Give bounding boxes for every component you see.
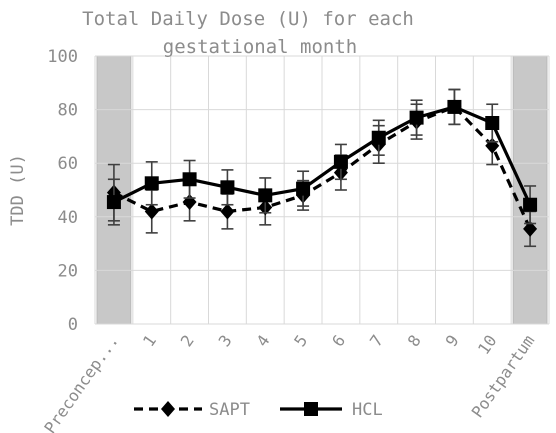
data-point-hcl-6 bbox=[333, 154, 348, 169]
data-point-hcl-10 bbox=[485, 116, 500, 130]
x-tick-label-7: 7 bbox=[366, 331, 387, 350]
data-point-hcl-7 bbox=[371, 130, 386, 145]
data-point-hcl-5 bbox=[296, 181, 311, 196]
legend-marker-hcl bbox=[304, 402, 318, 416]
legend-marker-sapt bbox=[161, 401, 175, 417]
data-point-hcl-9 bbox=[447, 99, 462, 114]
x-tick-label-6: 6 bbox=[328, 331, 349, 350]
chart-title-line-2: gestational month bbox=[163, 36, 357, 58]
x-tick-label-9: 9 bbox=[442, 331, 463, 350]
x-tick-label-0: Preconcep... bbox=[40, 331, 122, 433]
y-tick-label-5: 100 bbox=[47, 47, 78, 67]
x-tick-label-3: 3 bbox=[215, 331, 236, 350]
x-tick-label-4: 4 bbox=[252, 331, 273, 350]
data-point-hcl-2 bbox=[182, 172, 197, 187]
data-point-sapt-11 bbox=[523, 220, 538, 237]
y-tick-label-3: 60 bbox=[58, 154, 78, 174]
legend: SAPT HCL bbox=[134, 400, 383, 420]
data-point-sapt-1 bbox=[144, 203, 159, 220]
series-hcl bbox=[106, 88, 538, 226]
data-point-sapt-3 bbox=[220, 203, 235, 220]
chart-title-line-1: Total Daily Dose (U) for each bbox=[82, 8, 414, 30]
y-tick-label-0: 0 bbox=[68, 315, 78, 335]
legend-label-hcl: HCL bbox=[352, 400, 383, 420]
x-tick-label-8: 8 bbox=[404, 331, 425, 350]
series bbox=[106, 88, 538, 248]
y-tick-label-2: 40 bbox=[58, 208, 78, 228]
x-tick-label-10: 10 bbox=[474, 331, 501, 358]
x-tick-label-5: 5 bbox=[290, 331, 311, 350]
y-tick-label-4: 80 bbox=[58, 101, 78, 121]
data-point-hcl-0 bbox=[106, 195, 121, 210]
x-tick-label-1: 1 bbox=[139, 331, 160, 350]
shaded-regions bbox=[96, 55, 548, 325]
legend-label-sapt: SAPT bbox=[209, 400, 250, 420]
y-axis-label: TDD (U) bbox=[8, 154, 28, 226]
data-point-hcl-1 bbox=[144, 176, 159, 191]
data-point-hcl-4 bbox=[258, 188, 273, 203]
y-tick-label-1: 20 bbox=[58, 261, 78, 281]
data-point-hcl-11 bbox=[523, 197, 538, 212]
data-point-hcl-3 bbox=[220, 180, 235, 195]
data-point-hcl-8 bbox=[409, 110, 424, 125]
y-axis-ticks: 0 20 40 60 80 100 bbox=[47, 47, 78, 335]
gridlines bbox=[94, 55, 550, 325]
x-tick-label-2: 2 bbox=[177, 331, 198, 350]
